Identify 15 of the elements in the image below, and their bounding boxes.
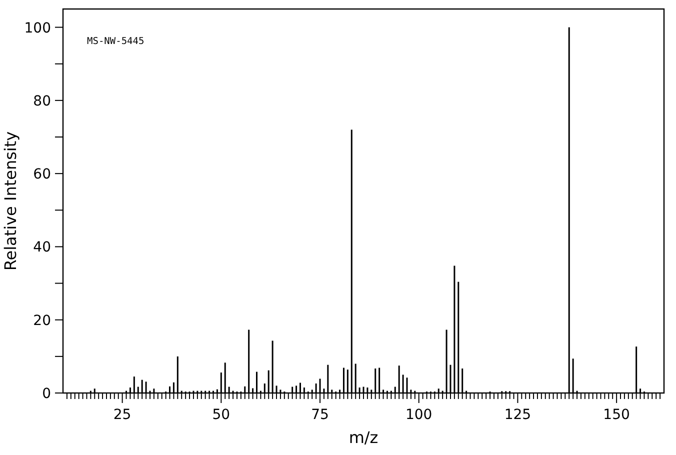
y-tick-label: 20 bbox=[33, 312, 51, 329]
x-axis-title: m/z bbox=[348, 428, 378, 447]
y-tick-label: 80 bbox=[33, 93, 51, 110]
y-tick-label: 40 bbox=[33, 240, 51, 256]
x-tick-label: 100 bbox=[405, 407, 432, 423]
y-axis-title: Relative Intensity bbox=[1, 131, 20, 271]
x-tick-label: 50 bbox=[212, 407, 230, 423]
annotation: MS-NW-5445 bbox=[87, 36, 144, 47]
x-tick-label: 25 bbox=[113, 407, 132, 423]
y-tick-label: 100 bbox=[24, 20, 51, 36]
x-tick-label: 75 bbox=[311, 407, 329, 423]
x-tick-label: 150 bbox=[603, 407, 630, 423]
y-tick-label: 60 bbox=[33, 166, 51, 183]
x-tick-label: 125 bbox=[504, 407, 532, 423]
y-tick-label: 0 bbox=[42, 386, 51, 402]
